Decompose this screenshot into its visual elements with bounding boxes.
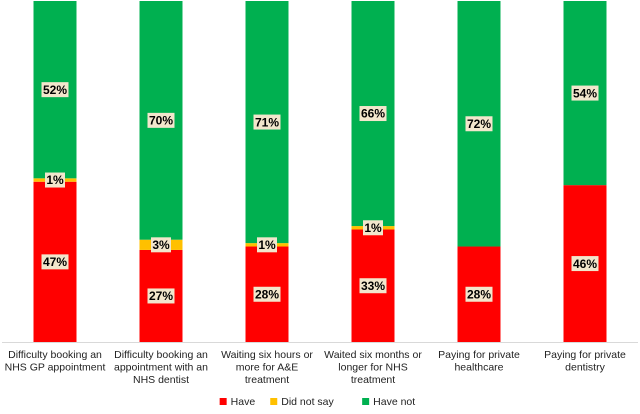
- category-label-3: Waiting six hours or more for A&E treatmen…: [221, 349, 313, 386]
- legend-label-did-not-say: Did not say: [281, 396, 334, 408]
- legend-swatch-have: [219, 398, 227, 405]
- category-label-6: Paying for private dentistry: [544, 349, 626, 374]
- svg-text:1%: 1%: [258, 238, 276, 252]
- svg-text:1%: 1%: [364, 221, 382, 235]
- svg-text:54%: 54%: [573, 86, 597, 100]
- data-label-did-not-say-2: 3%: [151, 237, 171, 253]
- svg-text:47%: 47%: [43, 255, 67, 269]
- data-label-have-not-2: 70%: [147, 112, 175, 128]
- data-label-have-not-5: 72%: [465, 116, 493, 132]
- legend-label-have: Have: [231, 396, 256, 408]
- svg-text:27%: 27%: [149, 289, 173, 303]
- data-label-have-5: 28%: [465, 286, 493, 302]
- bars-layer: 47% 1% 52% 27% 3% 70% 28% 1% 71% 33% 1% 66% 28% 72% 46…: [33, 0, 607, 342]
- legend-swatch-did-not-say: [270, 398, 278, 405]
- data-label-have-6: 46%: [571, 256, 599, 272]
- data-label-have-not-3: 71%: [253, 114, 281, 130]
- svg-text:72%: 72%: [467, 117, 491, 131]
- svg-text:52%: 52%: [43, 83, 67, 97]
- category-labels: Difficulty booking an NHS GP appointment D…: [5, 349, 626, 386]
- data-label-did-not-say-1: 1%: [45, 172, 65, 188]
- svg-text:28%: 28%: [467, 287, 491, 301]
- svg-text:1%: 1%: [46, 173, 64, 187]
- data-label-have-not-4: 66%: [359, 106, 387, 122]
- svg-text:28%: 28%: [255, 287, 279, 301]
- svg-text:46%: 46%: [573, 257, 597, 271]
- svg-text:3%: 3%: [152, 238, 170, 252]
- svg-text:71%: 71%: [255, 115, 279, 129]
- legend-item-have-not: Have not: [362, 396, 415, 408]
- legend-item-have: Have: [219, 396, 256, 408]
- category-label-4: Waited six months or longer for NHS treatm…: [324, 349, 422, 386]
- legend: Have Did not say Have not: [219, 396, 415, 408]
- legend-label-have-not: Have not: [373, 396, 415, 408]
- svg-text:66%: 66%: [361, 107, 385, 121]
- legend-item-did-not-say: Did not say: [270, 396, 335, 408]
- data-label-did-not-say-4: 1%: [363, 220, 383, 236]
- data-label-have-1: 47%: [41, 254, 69, 270]
- svg-text:33%: 33%: [361, 279, 385, 293]
- data-label-have-3: 28%: [253, 286, 281, 302]
- data-label-have-not-6: 54%: [571, 85, 599, 101]
- legend-swatch-have-not: [362, 398, 370, 405]
- category-label-5: Paying for private healthcare: [438, 349, 520, 374]
- svg-text:70%: 70%: [149, 114, 173, 128]
- data-label-have-not-1: 52%: [41, 82, 69, 98]
- data-label-have-2: 27%: [147, 288, 175, 304]
- category-label-1: Difficulty booking an NHS GP appointment: [5, 349, 106, 374]
- category-label-2: Difficulty booking an appointment with an…: [114, 349, 208, 386]
- data-label-did-not-say-3: 1%: [257, 237, 277, 253]
- data-label-have-4: 33%: [359, 278, 387, 294]
